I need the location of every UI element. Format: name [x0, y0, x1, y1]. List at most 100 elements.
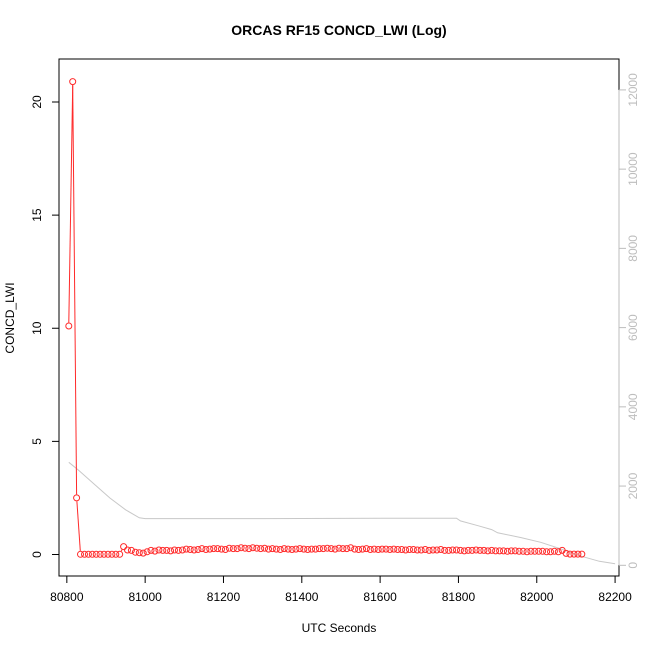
data-point	[527, 547, 535, 555]
axes-layer: 80800 81000 81200 81400 81600 81800 82000 82200…	[30, 73, 640, 604]
data-point	[323, 544, 331, 552]
series-left-segment	[72, 85, 78, 495]
data-point	[335, 544, 343, 552]
data-point	[421, 546, 429, 553]
data-point	[382, 545, 390, 553]
data-point	[535, 547, 543, 555]
data-point	[547, 548, 554, 556]
data-point	[519, 547, 527, 555]
data-point	[480, 546, 488, 554]
data-point	[241, 544, 249, 552]
data-point	[186, 546, 194, 553]
data-point	[257, 545, 265, 553]
data-point	[139, 549, 147, 557]
data-point	[550, 547, 558, 555]
data-point	[155, 546, 163, 554]
x-tick-label: 82000	[520, 590, 554, 604]
data-point	[362, 545, 370, 553]
data-point	[390, 545, 398, 553]
data-point	[554, 548, 562, 556]
data-point	[163, 546, 171, 554]
data-point	[374, 546, 382, 553]
data-point	[578, 550, 586, 558]
data-point	[194, 546, 202, 553]
data-point	[500, 547, 507, 555]
data-point	[272, 545, 280, 553]
y2-tick-label: 6000	[626, 314, 640, 341]
data-point	[225, 544, 233, 552]
data-point	[343, 545, 351, 553]
data-point	[69, 78, 77, 86]
data-point	[370, 545, 378, 553]
data-point	[492, 547, 500, 555]
data-point	[280, 545, 288, 553]
data-point	[574, 550, 582, 558]
x-tick-label: 81200	[207, 590, 241, 604]
data-point	[88, 550, 96, 558]
data-point	[276, 546, 284, 553]
data-point	[476, 546, 484, 554]
data-point	[413, 546, 421, 554]
data-point	[171, 546, 178, 554]
data-point	[417, 546, 425, 554]
data-point	[503, 547, 511, 555]
data-point	[178, 546, 186, 554]
data-point	[312, 545, 319, 553]
x-tick-label: 82200	[598, 590, 632, 604]
plot-border	[58, 58, 620, 577]
data-point	[100, 550, 108, 558]
data-point	[515, 547, 523, 555]
data-point	[253, 544, 261, 552]
data-point	[147, 546, 155, 554]
data-point	[237, 544, 245, 552]
data-point	[300, 545, 308, 553]
data-point	[378, 545, 386, 553]
x-tick-label: 81000	[128, 590, 162, 604]
y-tick-label: 15	[30, 208, 44, 222]
data-point	[81, 550, 88, 558]
data-point	[468, 546, 476, 554]
data-point	[198, 545, 206, 553]
y2-tick-label: 8000	[626, 235, 640, 262]
x-tick-label: 81800	[442, 590, 476, 604]
data-point	[151, 547, 159, 555]
data-point	[496, 547, 504, 555]
data-point	[218, 545, 225, 553]
data-point	[507, 547, 515, 555]
data-point	[124, 546, 131, 554]
data-point	[441, 546, 449, 554]
data-point	[159, 546, 167, 554]
x-tick-label: 80800	[50, 590, 84, 604]
data-point	[359, 545, 366, 553]
y2-tick-label: 4000	[626, 393, 640, 420]
data-point	[386, 546, 394, 553]
series-left-segment	[76, 501, 81, 551]
data-point	[456, 546, 464, 554]
data-point	[65, 322, 73, 330]
data-point	[566, 550, 574, 558]
data-point	[437, 546, 445, 553]
y2-tick-label: 10000	[626, 152, 640, 186]
data-point	[523, 548, 531, 556]
data-point	[292, 545, 300, 553]
data-point	[464, 546, 472, 554]
data-point	[174, 546, 182, 554]
data-point	[92, 550, 100, 558]
data-point	[445, 546, 453, 554]
data-point	[214, 545, 222, 553]
data-point	[539, 547, 547, 555]
data-point	[347, 544, 355, 552]
data-point	[304, 546, 312, 553]
data-point	[449, 546, 457, 554]
data-point	[460, 547, 468, 555]
y-tick-label: 10	[30, 321, 44, 335]
y-tick-label: 5	[30, 438, 44, 445]
data-point	[143, 548, 151, 556]
data-point	[402, 546, 410, 554]
data-point	[570, 550, 578, 558]
data-point	[331, 545, 339, 553]
data-point	[135, 549, 143, 557]
y2-tick-label: 12000	[626, 73, 640, 107]
